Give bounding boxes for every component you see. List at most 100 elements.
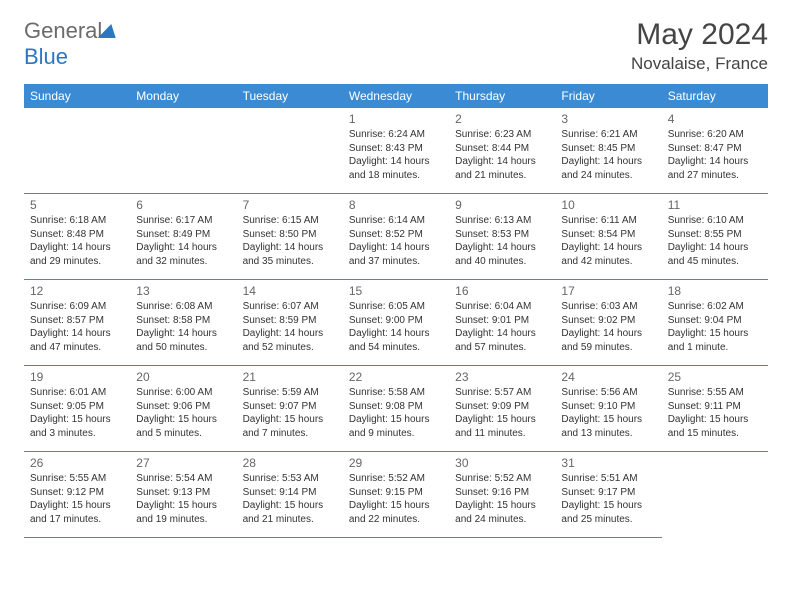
day-number: 12 bbox=[30, 284, 124, 298]
daylight-text-1: Daylight: 15 hours bbox=[455, 413, 549, 427]
daylight-text-1: Daylight: 15 hours bbox=[30, 499, 124, 513]
sunset-text: Sunset: 9:00 PM bbox=[349, 314, 443, 328]
calendar-cell: 4Sunrise: 6:20 AMSunset: 8:47 PMDaylight… bbox=[662, 108, 768, 194]
sunset-text: Sunset: 9:01 PM bbox=[455, 314, 549, 328]
sunset-text: Sunset: 9:10 PM bbox=[561, 400, 655, 414]
daylight-text-1: Daylight: 14 hours bbox=[30, 327, 124, 341]
daylight-text-1: Daylight: 14 hours bbox=[243, 327, 337, 341]
daylight-text-1: Daylight: 14 hours bbox=[349, 241, 443, 255]
day-number: 19 bbox=[30, 370, 124, 384]
daylight-text-2: and 9 minutes. bbox=[349, 427, 443, 441]
sunrise-text: Sunrise: 5:53 AM bbox=[243, 472, 337, 486]
sunrise-text: Sunrise: 5:52 AM bbox=[455, 472, 549, 486]
calendar-cell: 16Sunrise: 6:04 AMSunset: 9:01 PMDayligh… bbox=[449, 280, 555, 366]
brand-logo: General Blue bbox=[24, 18, 118, 70]
daylight-text-1: Daylight: 14 hours bbox=[668, 241, 762, 255]
daylight-text-1: Daylight: 14 hours bbox=[668, 155, 762, 169]
sunrise-text: Sunrise: 6:10 AM bbox=[668, 214, 762, 228]
sunrise-text: Sunrise: 6:23 AM bbox=[455, 128, 549, 142]
sunrise-text: Sunrise: 6:07 AM bbox=[243, 300, 337, 314]
sunrise-text: Sunrise: 6:21 AM bbox=[561, 128, 655, 142]
sunrise-text: Sunrise: 6:15 AM bbox=[243, 214, 337, 228]
sunrise-text: Sunrise: 6:04 AM bbox=[455, 300, 549, 314]
daylight-text-1: Daylight: 15 hours bbox=[243, 413, 337, 427]
page-header: General Blue May 2024 Novalaise, France bbox=[24, 18, 768, 74]
day-number: 26 bbox=[30, 456, 124, 470]
daylight-text-1: Daylight: 14 hours bbox=[349, 327, 443, 341]
calendar-cell: 13Sunrise: 6:08 AMSunset: 8:58 PMDayligh… bbox=[130, 280, 236, 366]
daylight-text-1: Daylight: 14 hours bbox=[561, 241, 655, 255]
brand-part2: Blue bbox=[24, 44, 68, 69]
sunset-text: Sunset: 8:54 PM bbox=[561, 228, 655, 242]
calendar-cell: 27Sunrise: 5:54 AMSunset: 9:13 PMDayligh… bbox=[130, 452, 236, 538]
daylight-text-1: Daylight: 14 hours bbox=[561, 155, 655, 169]
day-number: 11 bbox=[668, 198, 762, 212]
daylight-text-1: Daylight: 15 hours bbox=[561, 499, 655, 513]
sunrise-text: Sunrise: 6:03 AM bbox=[561, 300, 655, 314]
day-number: 24 bbox=[561, 370, 655, 384]
sunset-text: Sunset: 9:02 PM bbox=[561, 314, 655, 328]
daylight-text-2: and 5 minutes. bbox=[136, 427, 230, 441]
calendar-cell: 1Sunrise: 6:24 AMSunset: 8:43 PMDaylight… bbox=[343, 108, 449, 194]
daylight-text-2: and 42 minutes. bbox=[561, 255, 655, 269]
day-number: 23 bbox=[455, 370, 549, 384]
sunset-text: Sunset: 9:13 PM bbox=[136, 486, 230, 500]
day-number: 13 bbox=[136, 284, 230, 298]
brand-text: General Blue bbox=[24, 18, 118, 70]
daylight-text-1: Daylight: 14 hours bbox=[561, 327, 655, 341]
day-number: 6 bbox=[136, 198, 230, 212]
sunrise-text: Sunrise: 6:05 AM bbox=[349, 300, 443, 314]
calendar-cell: 30Sunrise: 5:52 AMSunset: 9:16 PMDayligh… bbox=[449, 452, 555, 538]
day-number: 22 bbox=[349, 370, 443, 384]
sunrise-text: Sunrise: 5:52 AM bbox=[349, 472, 443, 486]
sunrise-text: Sunrise: 5:55 AM bbox=[30, 472, 124, 486]
daylight-text-1: Daylight: 15 hours bbox=[136, 499, 230, 513]
sunset-text: Sunset: 8:45 PM bbox=[561, 142, 655, 156]
sunset-text: Sunset: 8:49 PM bbox=[136, 228, 230, 242]
sunrise-text: Sunrise: 5:58 AM bbox=[349, 386, 443, 400]
daylight-text-1: Daylight: 14 hours bbox=[136, 327, 230, 341]
month-title: May 2024 bbox=[631, 18, 768, 52]
day-number: 16 bbox=[455, 284, 549, 298]
daylight-text-1: Daylight: 14 hours bbox=[30, 241, 124, 255]
daylight-text-1: Daylight: 14 hours bbox=[136, 241, 230, 255]
daylight-text-2: and 18 minutes. bbox=[349, 169, 443, 183]
calendar-cell-empty bbox=[130, 108, 236, 194]
sunset-text: Sunset: 9:07 PM bbox=[243, 400, 337, 414]
daylight-text-2: and 1 minute. bbox=[668, 341, 762, 355]
weekday-label: Tuesday bbox=[237, 84, 343, 108]
calendar-cell: 14Sunrise: 6:07 AMSunset: 8:59 PMDayligh… bbox=[237, 280, 343, 366]
weekday-label: Thursday bbox=[449, 84, 555, 108]
sunset-text: Sunset: 9:06 PM bbox=[136, 400, 230, 414]
sunset-text: Sunset: 8:44 PM bbox=[455, 142, 549, 156]
calendar-cell: 10Sunrise: 6:11 AMSunset: 8:54 PMDayligh… bbox=[555, 194, 661, 280]
daylight-text-1: Daylight: 14 hours bbox=[349, 155, 443, 169]
day-number: 27 bbox=[136, 456, 230, 470]
sunrise-text: Sunrise: 5:59 AM bbox=[243, 386, 337, 400]
weekday-header: Sunday Monday Tuesday Wednesday Thursday… bbox=[24, 84, 768, 108]
daylight-text-2: and 35 minutes. bbox=[243, 255, 337, 269]
sunset-text: Sunset: 8:58 PM bbox=[136, 314, 230, 328]
daylight-text-2: and 3 minutes. bbox=[30, 427, 124, 441]
daylight-text-2: and 25 minutes. bbox=[561, 513, 655, 527]
calendar-cell: 8Sunrise: 6:14 AMSunset: 8:52 PMDaylight… bbox=[343, 194, 449, 280]
sunset-text: Sunset: 9:17 PM bbox=[561, 486, 655, 500]
daylight-text-1: Daylight: 15 hours bbox=[30, 413, 124, 427]
weekday-label: Sunday bbox=[24, 84, 130, 108]
calendar-cell: 19Sunrise: 6:01 AMSunset: 9:05 PMDayligh… bbox=[24, 366, 130, 452]
daylight-text-1: Daylight: 14 hours bbox=[455, 155, 549, 169]
daylight-text-2: and 24 minutes. bbox=[455, 513, 549, 527]
day-number: 8 bbox=[349, 198, 443, 212]
daylight-text-2: and 47 minutes. bbox=[30, 341, 124, 355]
sunset-text: Sunset: 8:50 PM bbox=[243, 228, 337, 242]
calendar-cell: 3Sunrise: 6:21 AMSunset: 8:45 PMDaylight… bbox=[555, 108, 661, 194]
daylight-text-2: and 7 minutes. bbox=[243, 427, 337, 441]
sunrise-text: Sunrise: 6:13 AM bbox=[455, 214, 549, 228]
daylight-text-2: and 21 minutes. bbox=[243, 513, 337, 527]
weekday-label: Wednesday bbox=[343, 84, 449, 108]
sunrise-text: Sunrise: 6:01 AM bbox=[30, 386, 124, 400]
weekday-label: Friday bbox=[555, 84, 661, 108]
calendar-cell: 20Sunrise: 6:00 AMSunset: 9:06 PMDayligh… bbox=[130, 366, 236, 452]
calendar-cell: 7Sunrise: 6:15 AMSunset: 8:50 PMDaylight… bbox=[237, 194, 343, 280]
sunrise-text: Sunrise: 6:11 AM bbox=[561, 214, 655, 228]
